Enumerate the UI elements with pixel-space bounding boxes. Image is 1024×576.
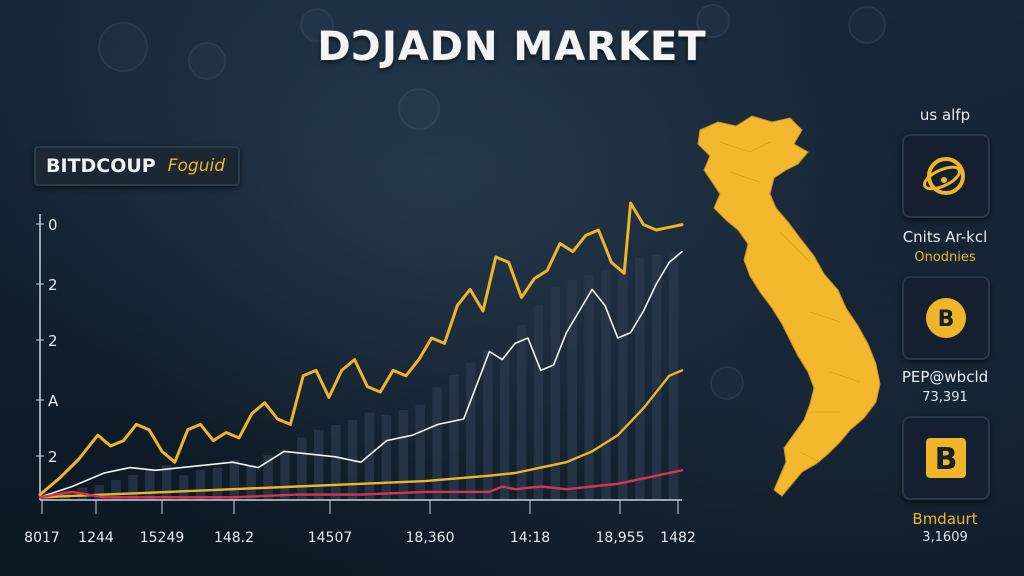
ticker-badge: BITDCOUP Foguid [34, 146, 240, 186]
coin-card[interactable]: B [902, 416, 990, 500]
svg-text:B: B [935, 442, 958, 477]
decorative-coin [696, 4, 730, 38]
volume-bar [567, 280, 577, 500]
y-tick-label: 2 [48, 448, 58, 466]
page-title: DƆJADN MARKET [317, 24, 707, 70]
svg-text:B: B [938, 307, 955, 332]
x-tick-label: 18,360 [406, 530, 455, 546]
card-sub: Onodnies [914, 250, 976, 265]
b-square-icon: B [926, 438, 966, 478]
decorative-coin [98, 22, 148, 72]
x-tick-label: 18,955 [596, 530, 645, 546]
volume-bar [432, 387, 442, 500]
volume-bar [94, 485, 104, 500]
decorative-coin [710, 366, 744, 400]
volume-bar [601, 270, 611, 500]
volume-bar [128, 475, 138, 500]
volume-bar [415, 405, 425, 500]
volume-bar [533, 305, 544, 500]
volume-bar [516, 325, 527, 500]
series-line-1 [39, 250, 683, 499]
price-chart: 0 2 2 A 2 8017 1244 15249 148.2 14507 18,360 14:18 1… [24, 201, 696, 546]
volume-bar [482, 350, 493, 500]
x-tick-label: 1244 [78, 530, 114, 546]
decorative-coin [848, 6, 886, 44]
x-tick-label: 14507 [308, 530, 353, 546]
volume-bars [43, 252, 679, 500]
ticker-badge-main: BITDCOUP [46, 155, 156, 177]
x-tick-label: 15249 [140, 530, 185, 546]
right-panel-label: us alfp [919, 106, 971, 124]
coin-card[interactable] [902, 134, 990, 218]
volume-bar [398, 410, 408, 500]
volume-bar [263, 455, 273, 500]
volume-bar [466, 362, 476, 500]
card-label: Cnits Ar-kcl [902, 228, 988, 246]
x-tick-label: 1482 [660, 530, 696, 546]
volume-bar [229, 460, 240, 500]
volume-bar [161, 465, 172, 500]
chart-labels: 0 2 2 A 2 8017 1244 15249 148.2 14507 18,360 14:18 1… [24, 216, 696, 546]
volume-bar [178, 475, 189, 500]
volume-bar [111, 480, 121, 500]
coin-card[interactable]: B [902, 276, 990, 360]
volume-bar [314, 430, 324, 500]
volume-bar [635, 257, 645, 500]
series-line-3 [38, 469, 684, 499]
series-line-2 [38, 369, 684, 499]
b-coin-icon: B [926, 298, 966, 338]
y-tick-label: A [48, 392, 59, 410]
y-tick-label: 2 [48, 332, 58, 350]
volume-bar [668, 252, 679, 500]
volume-bar [584, 275, 594, 500]
volume-bar [297, 437, 307, 500]
decorative-coin [398, 88, 440, 130]
volume-bar [212, 467, 223, 500]
volume-bar [381, 415, 392, 500]
y-tick-label: 0 [48, 216, 58, 234]
series-line-0 [38, 201, 684, 497]
decorative-coin [300, 8, 334, 42]
volume-bar [651, 255, 662, 500]
decorative-coin [188, 42, 226, 80]
x-tick-label: 148.2 [214, 530, 254, 546]
x-tick-label: 8017 [24, 530, 60, 546]
country-map-icon [697, 115, 881, 497]
chart-axes [39, 214, 682, 501]
chart-lines [38, 201, 684, 499]
volume-bar [145, 470, 155, 500]
volume-bar [246, 465, 256, 500]
card-label: PEP@wbcld [901, 368, 989, 386]
volume-bar [499, 355, 510, 500]
card-sub: 73,391 [922, 390, 968, 405]
ring-coin-icon [922, 157, 965, 195]
volume-bar [364, 412, 375, 500]
volume-bar [280, 450, 290, 500]
y-tick-label: 2 [48, 276, 58, 294]
ticker-badge-sub: Foguid [167, 156, 225, 176]
card-sub: 3,1609 [922, 530, 968, 545]
x-tick-label: 14:18 [510, 530, 550, 546]
volume-bar [550, 287, 561, 500]
volume-bar [330, 425, 341, 500]
volume-bar [195, 470, 206, 500]
volume-bar [60, 490, 71, 500]
volume-bar [449, 375, 459, 500]
volume-bar [618, 262, 628, 500]
card-label: Bmdaurt [912, 510, 978, 528]
